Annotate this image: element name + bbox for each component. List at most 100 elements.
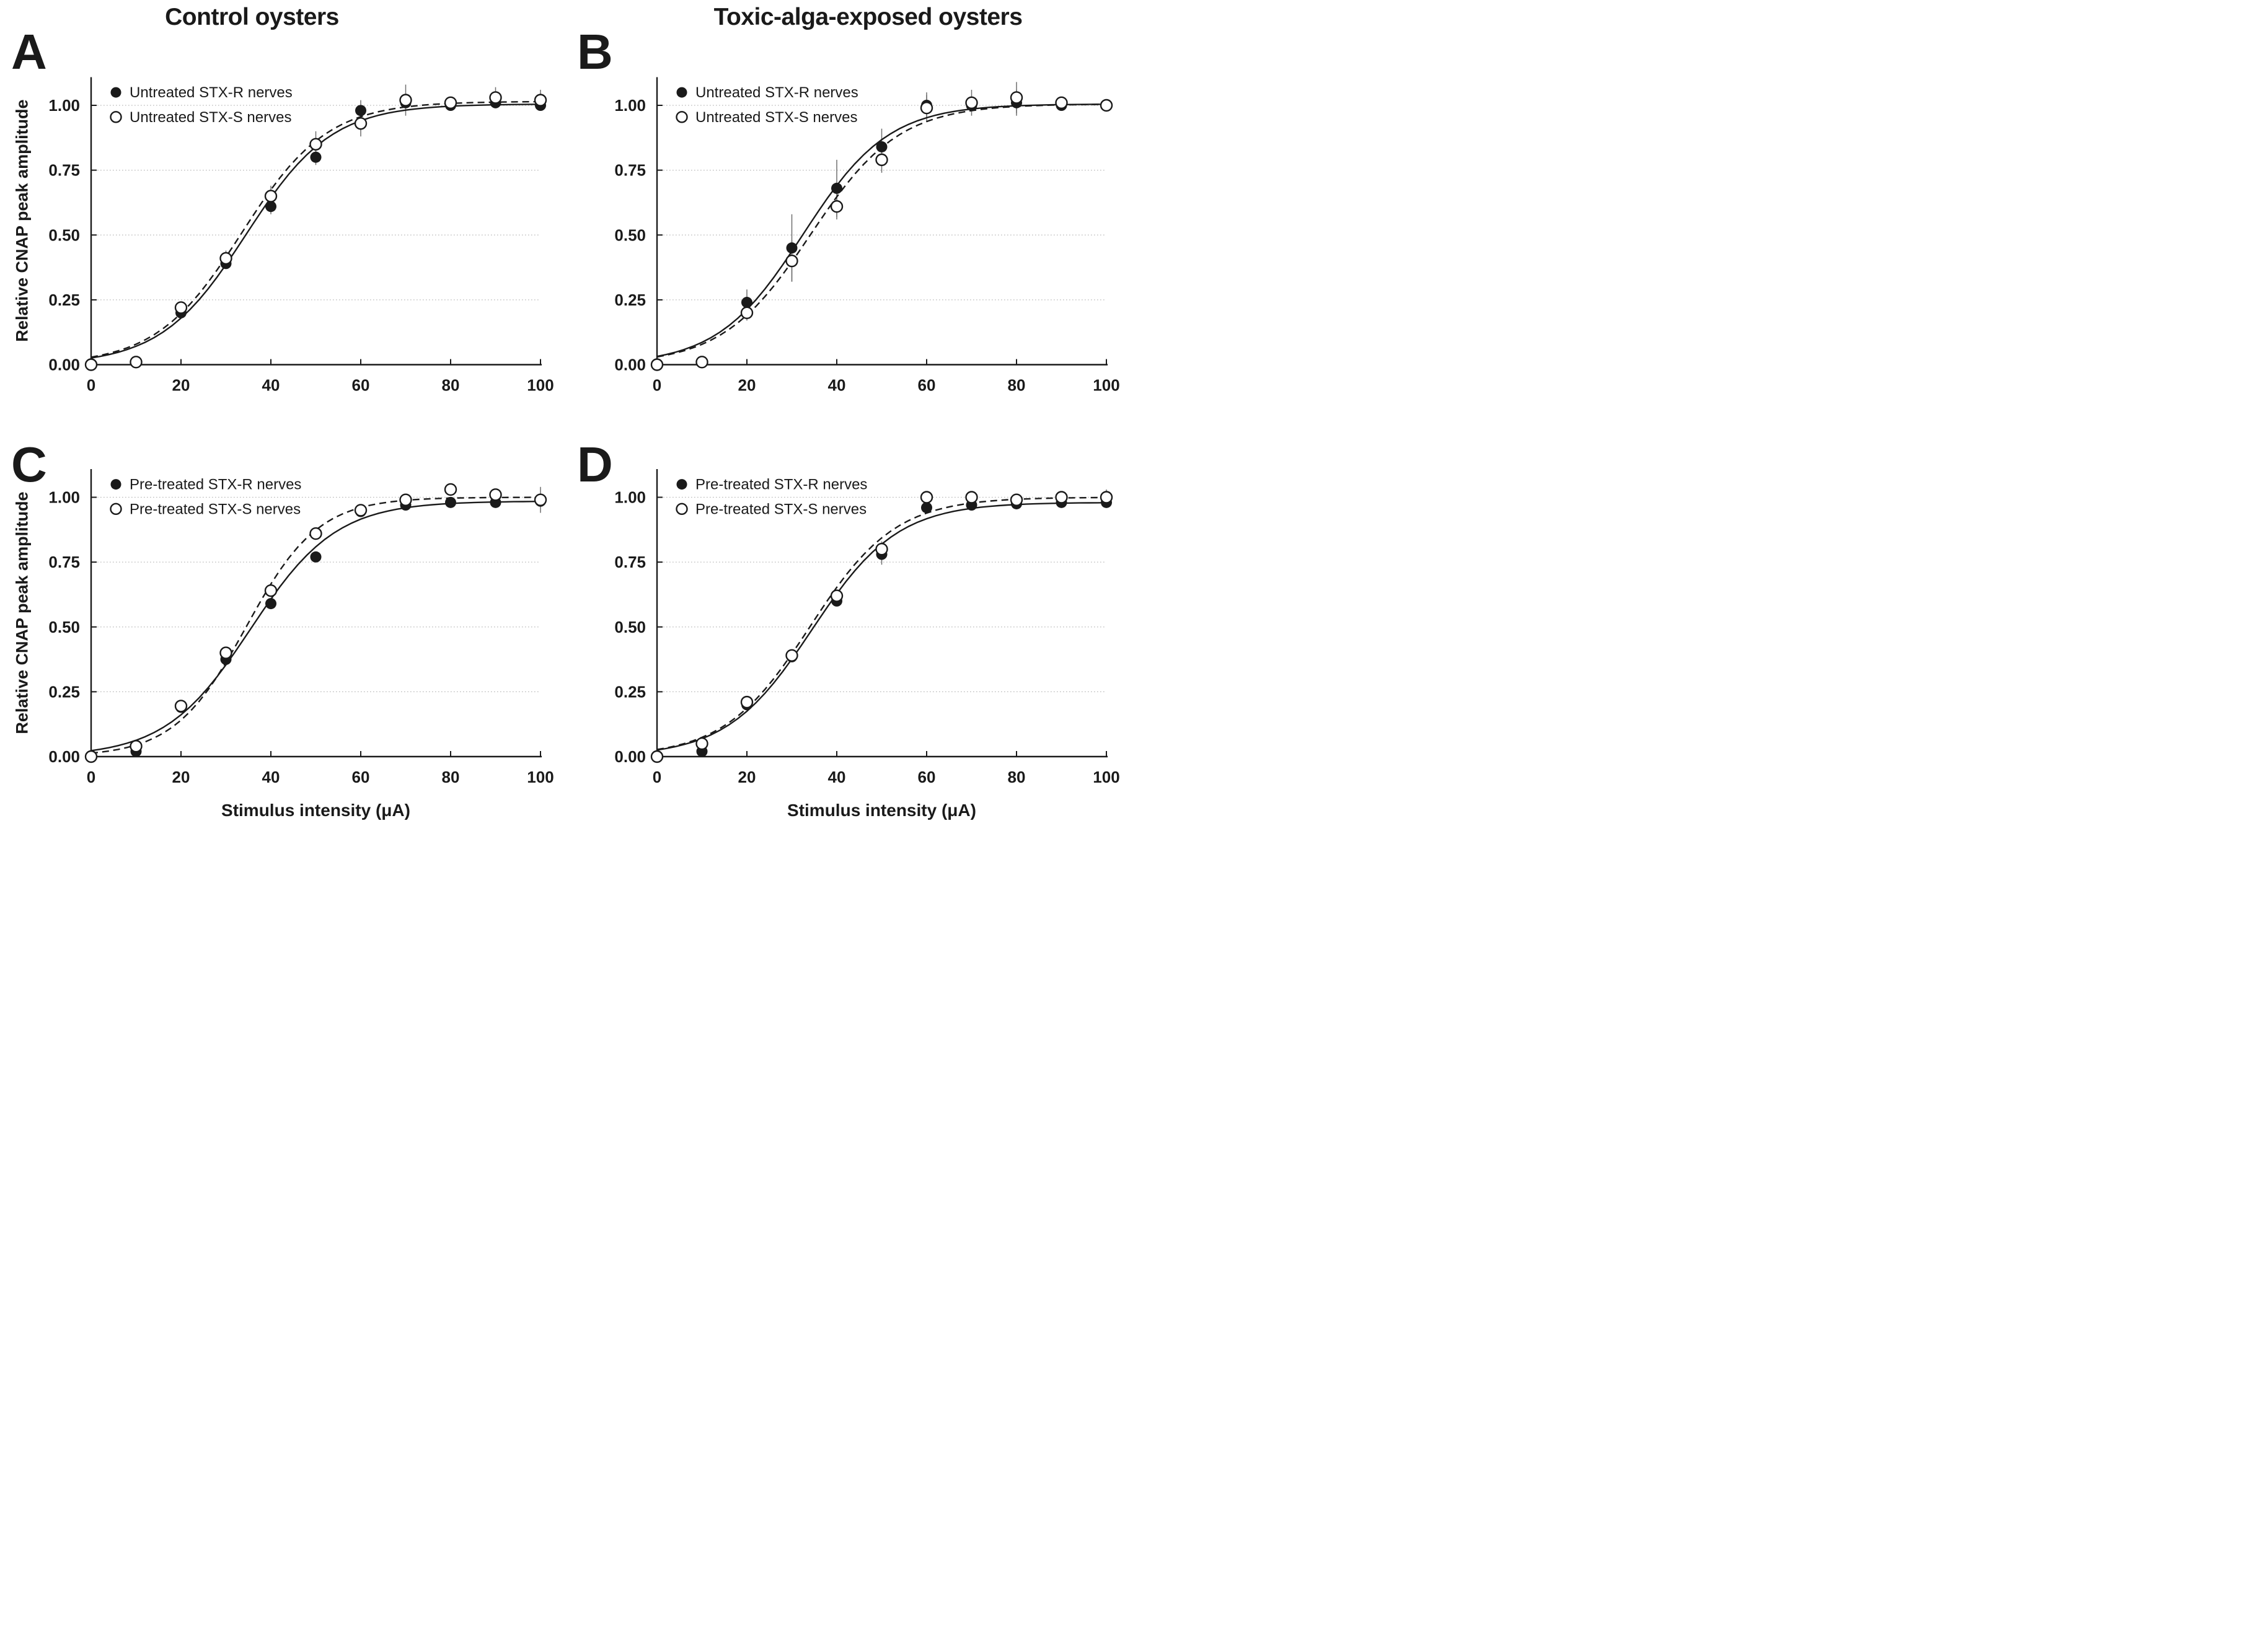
data-point-open-circle bbox=[785, 649, 798, 662]
x-tick-label: 20 bbox=[172, 376, 190, 395]
data-point-open-circle bbox=[489, 488, 502, 501]
data-point-filled-circle bbox=[310, 151, 322, 163]
data-point-filled-circle bbox=[355, 105, 366, 116]
data-point-open-circle bbox=[1010, 493, 1023, 506]
data-point-open-circle bbox=[84, 750, 98, 763]
data-point-open-circle bbox=[830, 589, 844, 602]
x-tick-label: 0 bbox=[87, 768, 95, 786]
data-point-filled-circle bbox=[265, 598, 276, 610]
fit-curve-solid bbox=[90, 501, 541, 752]
y-tick-label: 0.25 bbox=[48, 682, 80, 701]
data-point-open-circle bbox=[130, 356, 143, 369]
x-axis-label-right: Stimulus intensity (μA) bbox=[787, 801, 976, 820]
x-tick-label: 60 bbox=[918, 376, 936, 395]
x-tick-label: 60 bbox=[918, 768, 936, 786]
data-point-open-circle bbox=[264, 190, 278, 203]
x-tick-label: 20 bbox=[738, 376, 756, 395]
data-point-filled-circle bbox=[741, 297, 752, 309]
y-tick-label: 0.50 bbox=[48, 618, 80, 636]
legend-label: Untreated STX-S nerves bbox=[695, 109, 857, 126]
data-point-open-circle bbox=[534, 94, 547, 107]
fit-curve-dashed bbox=[90, 496, 540, 754]
y-tick-label: 0.25 bbox=[614, 682, 646, 701]
data-point-open-circle bbox=[174, 700, 188, 713]
panel-A: 0.00 0.25 0.50 0.75 1.00 0 20 40 60 80 100 Untreate… bbox=[48, 77, 554, 395]
legend-marker-open-circle bbox=[676, 503, 688, 516]
legend-label: Untreated STX-S nerves bbox=[130, 109, 291, 126]
fit-curve-solid bbox=[656, 103, 1106, 358]
data-point-filled-circle bbox=[876, 141, 888, 152]
data-point-open-circle bbox=[444, 483, 457, 496]
x-tick-label: 80 bbox=[442, 376, 460, 395]
y-tick-label: 0.75 bbox=[48, 161, 80, 180]
data-point-open-circle bbox=[309, 138, 322, 151]
y-tick-label: 0.00 bbox=[614, 747, 646, 766]
data-point-open-circle bbox=[965, 491, 978, 504]
data-point-open-circle bbox=[1100, 491, 1113, 504]
x-tick-label: 20 bbox=[738, 768, 756, 786]
legend-label: Pre-treated STX-S nerves bbox=[695, 501, 867, 517]
legend-label: Pre-treated STX-R nerves bbox=[695, 477, 867, 493]
panel-D: 0.00 0.25 0.50 0.75 1.00 0 20 40 60 80 100 Pre-trea… bbox=[614, 469, 1120, 786]
x-tick-label: 0 bbox=[87, 376, 95, 395]
data-point-open-circle bbox=[489, 91, 502, 104]
y-tick-label: 0.00 bbox=[614, 356, 646, 374]
data-point-filled-circle bbox=[445, 496, 456, 508]
data-point-open-circle bbox=[264, 584, 278, 597]
x-axis-label-left: Stimulus intensity (μA) bbox=[221, 801, 410, 820]
panel-label-b: B bbox=[577, 24, 613, 79]
y-tick-label: 1.00 bbox=[614, 96, 646, 115]
x-tick-label: 60 bbox=[352, 768, 370, 786]
data-point-open-circle bbox=[1010, 91, 1023, 104]
data-point-open-circle bbox=[354, 504, 368, 517]
legend-marker-open-circle bbox=[676, 111, 688, 123]
y-tick-label: 0.75 bbox=[48, 553, 80, 571]
data-point-open-circle bbox=[309, 527, 322, 540]
data-point-open-circle bbox=[875, 543, 888, 556]
data-point-open-circle bbox=[740, 306, 754, 319]
column-title-toxic-alga: Toxic-alga-exposed oysters bbox=[713, 4, 1023, 30]
x-tick-label: 0 bbox=[653, 768, 661, 786]
y-tick-label: 0.00 bbox=[48, 747, 80, 766]
data-point-open-circle bbox=[534, 493, 547, 506]
fit-curve-dashed bbox=[90, 100, 541, 358]
x-tick-label: 100 bbox=[1093, 376, 1119, 395]
legend-label: Pre-treated STX-S nerves bbox=[130, 501, 301, 517]
data-point-open-circle bbox=[785, 254, 798, 268]
panel-label-c: C bbox=[11, 437, 47, 492]
data-point-open-circle bbox=[875, 153, 888, 167]
data-point-open-circle bbox=[1055, 96, 1068, 110]
data-point-open-circle bbox=[219, 252, 232, 265]
data-point-filled-circle bbox=[310, 551, 322, 563]
x-tick-label: 20 bbox=[172, 768, 190, 786]
x-tick-label: 80 bbox=[1008, 768, 1026, 786]
y-tick-label: 0.50 bbox=[614, 618, 646, 636]
data-point-open-circle bbox=[444, 96, 457, 110]
legend-label: Untreated STX-R nerves bbox=[130, 84, 293, 101]
data-point-open-circle bbox=[695, 356, 708, 369]
data-point-open-circle bbox=[740, 695, 754, 709]
y-tick-label: 0.50 bbox=[48, 226, 80, 244]
legend-marker-filled-circle bbox=[676, 479, 687, 490]
y-tick-label: 0.00 bbox=[48, 356, 80, 374]
data-point-open-circle bbox=[399, 94, 412, 107]
y-tick-label: 0.75 bbox=[614, 161, 646, 180]
column-title-control: Control oysters bbox=[165, 4, 339, 30]
data-point-filled-circle bbox=[831, 182, 842, 194]
data-point-open-circle bbox=[174, 301, 188, 314]
data-point-filled-circle bbox=[786, 242, 798, 254]
panel-label-a: A bbox=[11, 24, 47, 79]
data-point-open-circle bbox=[830, 200, 844, 213]
legend-marker-open-circle bbox=[110, 503, 122, 516]
y-tick-label: 0.25 bbox=[48, 291, 80, 309]
y-tick-label: 0.25 bbox=[614, 291, 646, 309]
x-tick-label: 0 bbox=[653, 376, 661, 395]
legend-label: Untreated STX-R nerves bbox=[695, 84, 858, 101]
data-point-open-circle bbox=[84, 358, 98, 371]
data-point-open-circle bbox=[219, 646, 232, 659]
data-point-filled-circle bbox=[921, 502, 932, 514]
panel-C: 0.00 0.25 0.50 0.75 1.00 0 20 40 60 80 100 Pre-trea… bbox=[48, 469, 554, 786]
figure-root: Control oysters Toxic-alga-exposed oyste… bbox=[0, 0, 1132, 826]
data-point-open-circle bbox=[130, 740, 143, 753]
data-point-open-circle bbox=[354, 117, 368, 130]
